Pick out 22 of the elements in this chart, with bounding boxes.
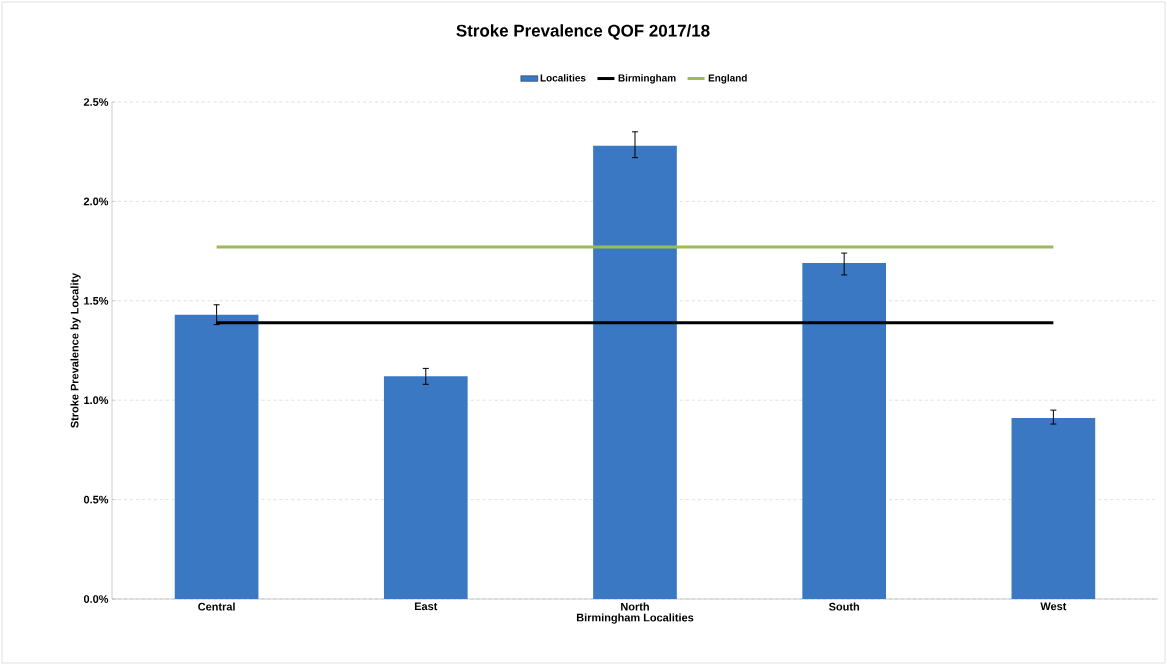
y-tick-label: 1.0% — [84, 396, 109, 405]
bar — [593, 145, 677, 599]
legend-label: Localities — [540, 74, 586, 82]
bar — [802, 263, 887, 599]
x-axis-title: Birmingham Localities — [576, 613, 694, 624]
y-tick-label: 2.5% — [83, 98, 109, 106]
y-tick-label: 0.5% — [83, 495, 109, 504]
y-axis-title: Stroke Prevalence by Locality — [70, 272, 81, 428]
x-tick-label: West — [1040, 602, 1067, 611]
bar — [174, 314, 259, 599]
y-tick-label: 0.0% — [83, 595, 109, 603]
x-tick-label: Central — [198, 602, 235, 611]
y-tick-label: 2.0% — [83, 197, 109, 206]
x-tick-label: South — [828, 602, 860, 611]
bar — [1011, 418, 1096, 599]
bar — [383, 376, 468, 599]
chart-title: Stroke Prevalence QOF 2017/18 — [456, 24, 710, 40]
x-tick-label: East — [414, 602, 438, 611]
y-tick-label: 1.5% — [84, 296, 109, 305]
legend-label: Birmingham — [618, 74, 676, 84]
legend-label: England — [708, 74, 747, 84]
x-tick-label: North — [621, 602, 649, 611]
